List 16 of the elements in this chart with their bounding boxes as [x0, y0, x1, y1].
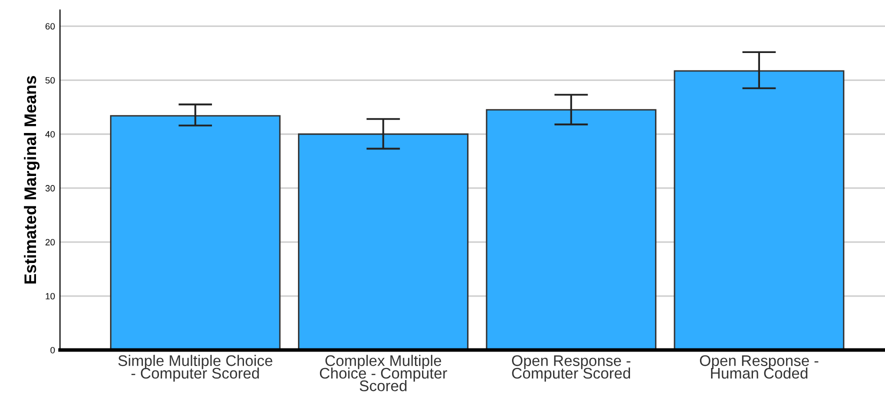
y-tick-label: 60: [46, 23, 55, 30]
x-tick-label: Simple Multiple Choice - Computer Scored: [118, 354, 272, 382]
bar: [110, 115, 281, 350]
x-tick-label: Open Response - Computer Scored: [512, 355, 630, 382]
x-tick-label: Complex Multiple Choice - Computer Scored: [320, 354, 448, 392]
y-tick-label: 0: [50, 346, 55, 354]
y-tick-label: 30: [45, 185, 55, 192]
y-tick-label: 40: [45, 131, 55, 138]
bar: [674, 70, 844, 350]
x-tick-label: Open Response - Human Coded: [700, 355, 818, 379]
y-axis-title: Estimated Marginal Means: [24, 76, 40, 284]
bar: [298, 133, 468, 350]
y-tick-label: 20: [46, 239, 55, 246]
y-tick-label: 50: [45, 77, 55, 84]
bar: [486, 109, 656, 350]
y-tick-label: 10: [46, 293, 55, 300]
